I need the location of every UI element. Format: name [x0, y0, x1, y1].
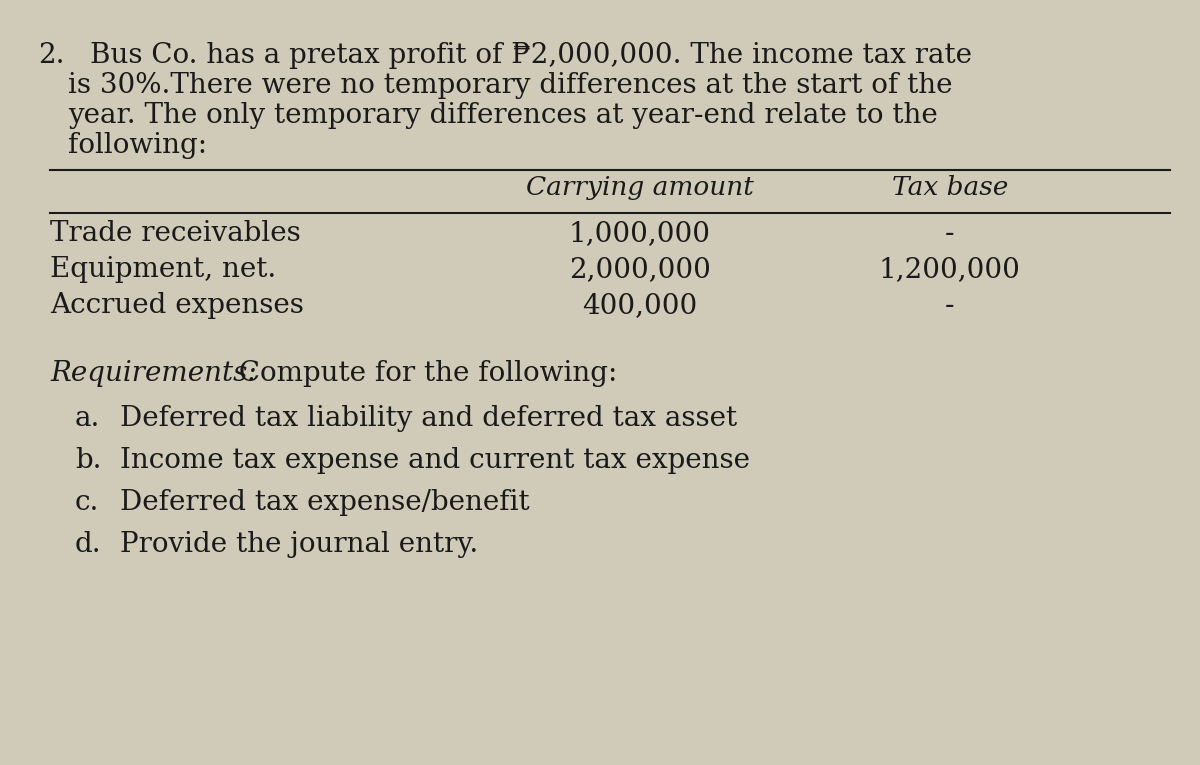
Text: 2.: 2.	[38, 42, 65, 69]
Text: 400,000: 400,000	[582, 292, 697, 319]
Text: -: -	[946, 220, 955, 247]
Text: Income tax expense and current tax expense: Income tax expense and current tax expen…	[120, 447, 750, 474]
Text: is 30%.There were no temporary differences at the start of the: is 30%.There were no temporary differenc…	[68, 72, 953, 99]
Text: a.: a.	[74, 405, 101, 432]
Text: Deferred tax expense/benefit: Deferred tax expense/benefit	[120, 489, 529, 516]
Text: year. The only temporary differences at year-end relate to the: year. The only temporary differences at …	[68, 102, 937, 129]
Text: Deferred tax liability and deferred tax asset: Deferred tax liability and deferred tax …	[120, 405, 737, 432]
Text: Accrued expenses: Accrued expenses	[50, 292, 304, 319]
Text: Equipment, net.: Equipment, net.	[50, 256, 276, 283]
Text: Bus Co. has a pretax profit of ₱2,000,000. The income tax rate: Bus Co. has a pretax profit of ₱2,000,00…	[90, 42, 972, 69]
Text: following:: following:	[68, 132, 208, 159]
Text: 1,200,000: 1,200,000	[880, 256, 1021, 283]
Text: Tax base: Tax base	[892, 175, 1008, 200]
Text: b.: b.	[74, 447, 102, 474]
Text: c.: c.	[74, 489, 100, 516]
Text: Provide the journal entry.: Provide the journal entry.	[120, 531, 479, 558]
Text: 1,000,000: 1,000,000	[569, 220, 710, 247]
Text: 2,000,000: 2,000,000	[569, 256, 710, 283]
Text: Carrying amount: Carrying amount	[526, 175, 754, 200]
Text: d.: d.	[74, 531, 102, 558]
Text: -: -	[946, 292, 955, 319]
Text: Requirements:: Requirements:	[50, 360, 257, 387]
Text: Trade receivables: Trade receivables	[50, 220, 301, 247]
Text: Compute for the following:: Compute for the following:	[230, 360, 617, 387]
